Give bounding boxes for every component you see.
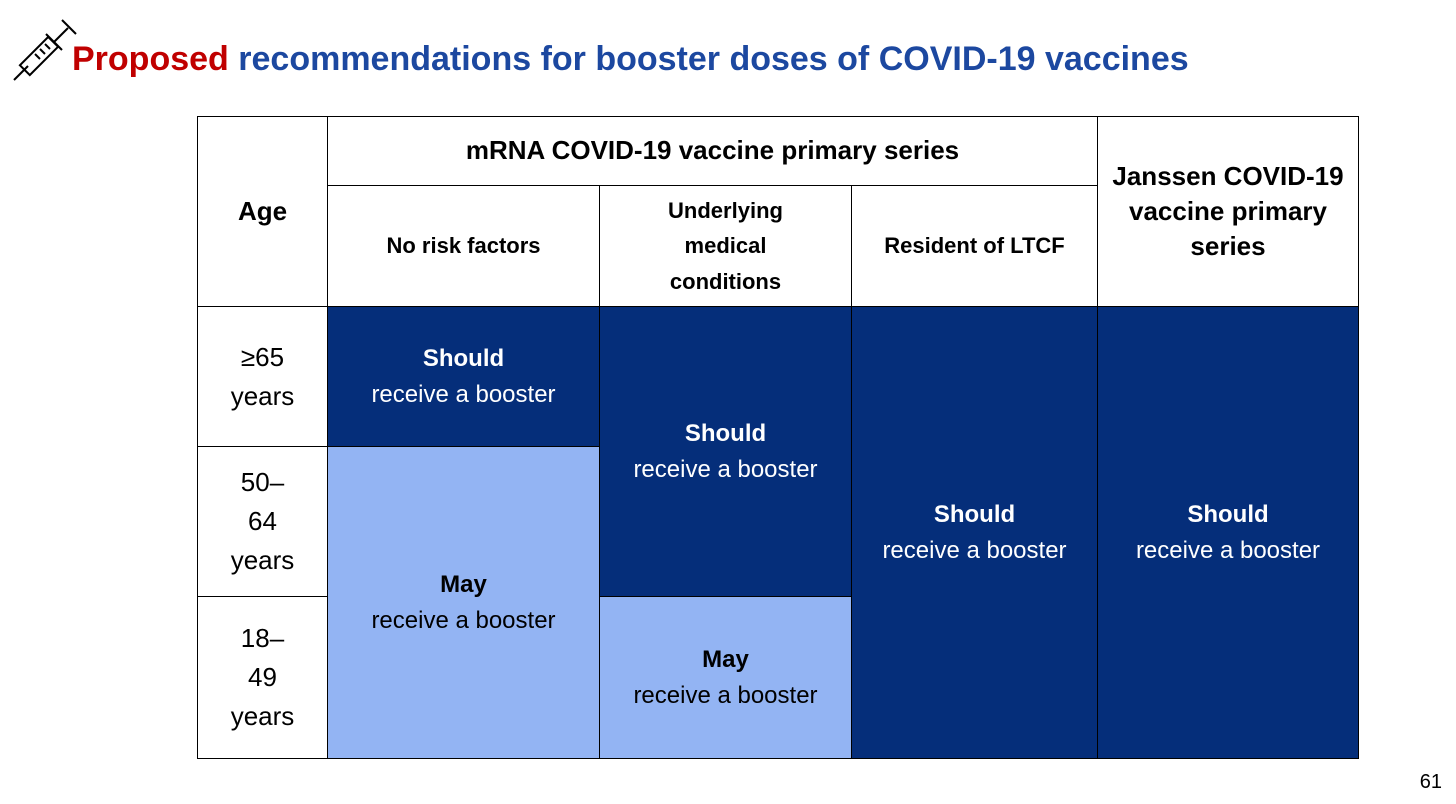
text: receive a booster (633, 455, 818, 483)
recommendation-cell: Should receive a booster (599, 306, 852, 597)
strength: Should (1187, 500, 1269, 528)
recommendation-cell: May receive a booster (599, 596, 852, 759)
subheader: Underlying medical conditions (599, 185, 852, 307)
age-label: 18–49 years (197, 596, 328, 759)
strength: Should (933, 500, 1016, 528)
title-text: recommendations for booster doses of COV… (238, 40, 1189, 78)
text: receive a booster (882, 536, 1067, 564)
strength: Should (422, 344, 505, 372)
title: Proposed recommendations for booster dos… (72, 40, 1189, 79)
janssen-header: Janssen COVID-19 vaccine primary series (1097, 116, 1359, 307)
text: receive a booster (371, 606, 556, 634)
recommendation-cell: Should receive a booster (327, 306, 600, 447)
recommendation-cell: May receive a booster (327, 446, 600, 759)
page-number: 61 (1419, 771, 1442, 793)
text: receive a booster (633, 681, 818, 709)
title-highlight: Proposed (72, 40, 229, 78)
strength: Should (684, 419, 767, 447)
strength: May (440, 570, 487, 598)
syringe-icon (13, 19, 77, 81)
text: receive a booster (1135, 536, 1321, 564)
recommendation-cell: Should receive a booster (851, 306, 1098, 759)
subheader: Resident of LTCF (851, 185, 1098, 307)
strength: May (702, 645, 749, 673)
subheader: No risk factors (327, 185, 600, 307)
mrna-header: mRNA COVID-19 vaccine primary series (327, 116, 1098, 186)
text: receive a booster (371, 380, 556, 408)
age-label: 50–64 years (197, 446, 328, 597)
age-header: Age (197, 116, 328, 307)
age-label: ≥65 years (197, 306, 328, 447)
recommendation-cell: Should receive a booster (1097, 306, 1359, 759)
